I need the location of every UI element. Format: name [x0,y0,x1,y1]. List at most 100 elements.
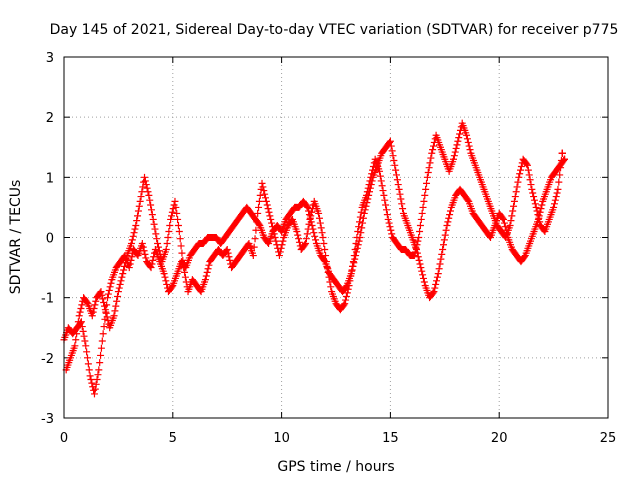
data-point [422,185,430,193]
data-point [268,219,276,227]
data-point [442,226,450,234]
data-point [536,218,544,226]
data-point [259,183,267,191]
data-point [174,221,182,229]
data-point [344,285,352,293]
data-point [527,181,535,189]
data-point [99,295,107,303]
data-point [177,242,185,250]
data-point [357,208,365,216]
data-point [393,176,401,184]
data-point [89,308,97,316]
data-point [397,195,405,203]
data-point [418,209,426,217]
data-point [73,330,81,338]
data-point [147,264,155,272]
data-point [277,244,285,252]
data-point [530,196,538,204]
data-point [387,142,395,150]
data-point [304,225,312,233]
chart-title: Day 145 of 2021, Sidereal Day-to-day VTE… [50,22,619,38]
data-point [265,208,273,216]
data-point [111,307,119,315]
data-point [348,267,356,275]
data-point [382,201,390,209]
data-point [93,375,101,383]
data-point [129,232,137,240]
data-point [510,202,518,210]
data-point [107,279,115,287]
data-point [261,190,269,198]
data-point [154,240,162,248]
data-point [417,264,425,272]
data-point [91,301,99,309]
data-point [327,283,335,291]
data-point [465,142,473,150]
data-point [560,155,568,163]
data-point [100,302,108,310]
data-point [550,203,558,211]
data-point [131,225,139,233]
data-point [556,171,564,179]
data-point [275,252,283,260]
data-point [258,179,266,187]
data-point [430,288,438,296]
data-point [276,248,284,256]
x-tick-label: 15 [382,431,399,446]
data-point [419,203,427,211]
data-point [308,208,316,216]
data-point [464,138,472,146]
data-point [416,221,424,229]
data-point [463,131,471,139]
y-tick-labels: -3 -2 -1 0 1 2 3 [41,51,54,427]
data-point [435,265,443,273]
data-point [439,246,447,254]
data-point [160,270,168,278]
data-point [515,173,523,181]
data-point [421,191,429,199]
data-point [256,191,264,199]
data-point [342,292,350,300]
data-point [359,214,367,222]
data-point [120,266,128,274]
data-point [532,203,540,211]
data-point [523,161,531,169]
data-point [115,284,123,292]
data-point [110,312,118,320]
x-tick-label: 25 [600,431,617,446]
data-point [302,235,310,243]
data-point [83,348,91,356]
data-point [326,278,334,286]
data-point [320,240,328,248]
grid-lines [64,57,608,418]
data-point [90,390,98,398]
data-point [420,197,428,205]
data-point [249,252,257,260]
data-point [507,217,515,225]
data-point [376,167,384,175]
data-point [414,237,422,245]
data-point [433,273,441,281]
data-point [133,217,141,225]
data-point [341,300,349,308]
data-point [523,160,531,168]
data-point [272,237,280,245]
data-point [499,214,507,222]
data-point [308,221,316,229]
data-point [144,188,152,196]
data-point [555,178,563,186]
data-point [150,220,158,228]
data-point [137,193,145,201]
data-point [112,302,120,310]
data-point [316,219,324,227]
data-point [74,318,82,326]
data-point [455,134,463,142]
y-tick-label: 3 [46,51,54,66]
data-point [386,137,394,145]
data-point [417,215,425,223]
data-point [552,193,560,201]
data-point [146,196,154,204]
data-point [135,202,143,210]
data-point [377,177,385,185]
